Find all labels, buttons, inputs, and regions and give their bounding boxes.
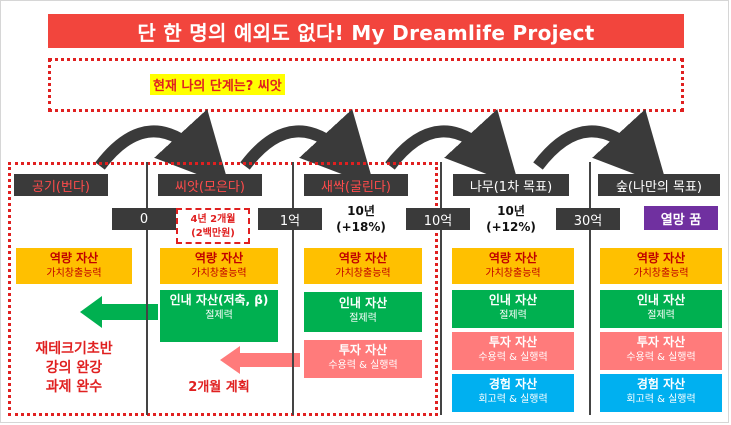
curved-arrow-2 (240, 109, 375, 187)
air-note-line2: 강의 완강 (45, 360, 103, 376)
tree-duration-line2: (+12%) (486, 220, 536, 234)
forest-investment-asset: 투자 자산 수용력 & 실행력 (600, 332, 722, 370)
asset-sub: 수용력 & 실행력 (328, 360, 398, 371)
sprout-patience-asset: 인내 자산 절제력 (304, 292, 422, 332)
asset-sub: 절제력 (499, 310, 527, 321)
asset-sub: 회고력 & 실행력 (626, 394, 696, 405)
seed-duration-line1: 4년 2개월 (190, 214, 236, 225)
asset-sub: 절제력 (205, 310, 233, 321)
asset-title: 역량 자산 (338, 251, 388, 265)
asset-title: 투자 자산 (488, 335, 538, 349)
asset-sub: 수용력 & 실행력 (478, 352, 548, 363)
amount-dream: 열망 꿈 (644, 206, 718, 230)
seed-duration: 4년 2개월 (2백만원) (176, 208, 250, 244)
asset-sub: 회고력 & 실행력 (478, 394, 548, 405)
sprout-investment-asset: 투자 자산 수용력 & 실행력 (304, 340, 422, 378)
asset-sub: 수용력 & 실행력 (626, 352, 696, 363)
curved-arrow-3 (385, 109, 520, 187)
amount-1: 1억 (258, 208, 322, 230)
sprout-duration-line1: 10년 (347, 204, 375, 218)
asset-title: 역량 자산 (636, 251, 686, 265)
asset-sub: 가치창출능력 (633, 268, 689, 279)
air-note-line3: 과제 완수 (45, 379, 103, 395)
asset-sub: 절제력 (349, 313, 377, 324)
asset-title: 인내 자산 (488, 293, 538, 307)
current-stage-text: 현재 나의 단계는? 씨앗 (150, 74, 285, 95)
seed-plan-note: 2개월 계획 (188, 380, 250, 395)
current-region-outline (8, 162, 438, 416)
asset-title: 인내 자산 (636, 293, 686, 307)
divider-2 (292, 162, 294, 415)
forest-experience-asset: 경험 자산 회고력 & 실행력 (600, 374, 722, 412)
amount-0: 0 (112, 208, 176, 230)
asset-title: 경험 자산 (636, 377, 686, 391)
sprout-capability-asset: 역량 자산 가치창출능력 (304, 248, 422, 284)
asset-sub: 가치창출능력 (46, 268, 102, 279)
tree-patience-asset: 인내 자산 절제력 (452, 290, 574, 328)
air-note: 재테크기초반 강의 완강 과제 완수 (16, 340, 132, 397)
divider-4 (589, 162, 591, 415)
asset-title: 인내 자산(저축, β) (169, 293, 269, 307)
asset-title: 투자 자산 (636, 335, 686, 349)
forest-capability-asset: 역량 자산 가치창출능력 (600, 248, 722, 284)
asset-sub: 가치창출능력 (191, 268, 247, 279)
sprout-duration-line2: (+18%) (336, 220, 386, 234)
asset-sub: 절제력 (647, 310, 675, 321)
forest-patience-asset: 인내 자산 절제력 (600, 290, 722, 328)
curved-arrow-4 (533, 109, 668, 187)
tree-investment-asset: 투자 자산 수용력 & 실행력 (452, 332, 574, 370)
tree-duration: 10년 (+12%) (476, 203, 546, 235)
asset-title: 투자 자산 (338, 343, 388, 357)
seed-patience-asset: 인내 자산(저축, β) 절제력 (160, 290, 278, 342)
tree-duration-line1: 10년 (497, 204, 525, 218)
tree-experience-asset: 경험 자산 회고력 & 실행력 (452, 374, 574, 412)
page-title: 단 한 명의 예외도 없다! My Dreamlife Project (48, 14, 684, 48)
asset-title: 경험 자산 (488, 377, 538, 391)
asset-title: 역량 자산 (194, 251, 244, 265)
asset-title: 역량 자산 (49, 251, 99, 265)
divider-1 (146, 162, 148, 415)
phase-seed: 씨앗(모은다) (158, 174, 262, 196)
pink-left-arrow (220, 346, 300, 374)
air-note-line1: 재테크기초반 (35, 341, 113, 357)
asset-sub: 가치창출능력 (335, 268, 391, 279)
phase-tree: 나무(1차 목표) (453, 174, 569, 196)
seed-duration-line2: (2백만원) (191, 228, 235, 239)
amount-3: 30억 (556, 208, 620, 230)
seed-capability-asset: 역량 자산 가치창출능력 (160, 248, 278, 284)
green-left-arrow (80, 296, 158, 328)
tree-capability-asset: 역량 자산 가치창출능력 (452, 248, 574, 284)
asset-title: 인내 자산 (338, 296, 388, 310)
air-capability-asset: 역량 자산 가치창출능력 (16, 248, 132, 284)
divider-3 (440, 162, 442, 415)
phase-forest: 숲(나만의 목표) (598, 174, 720, 196)
amount-2: 10억 (406, 208, 470, 230)
asset-sub: 가치창출능력 (485, 268, 541, 279)
phase-sprout: 새싹(굴린다) (304, 174, 408, 196)
curved-arrow-1 (95, 109, 230, 187)
sprout-duration: 10년 (+18%) (326, 203, 396, 235)
phase-air: 공기(번다) (14, 174, 108, 196)
asset-title: 역량 자산 (488, 251, 538, 265)
